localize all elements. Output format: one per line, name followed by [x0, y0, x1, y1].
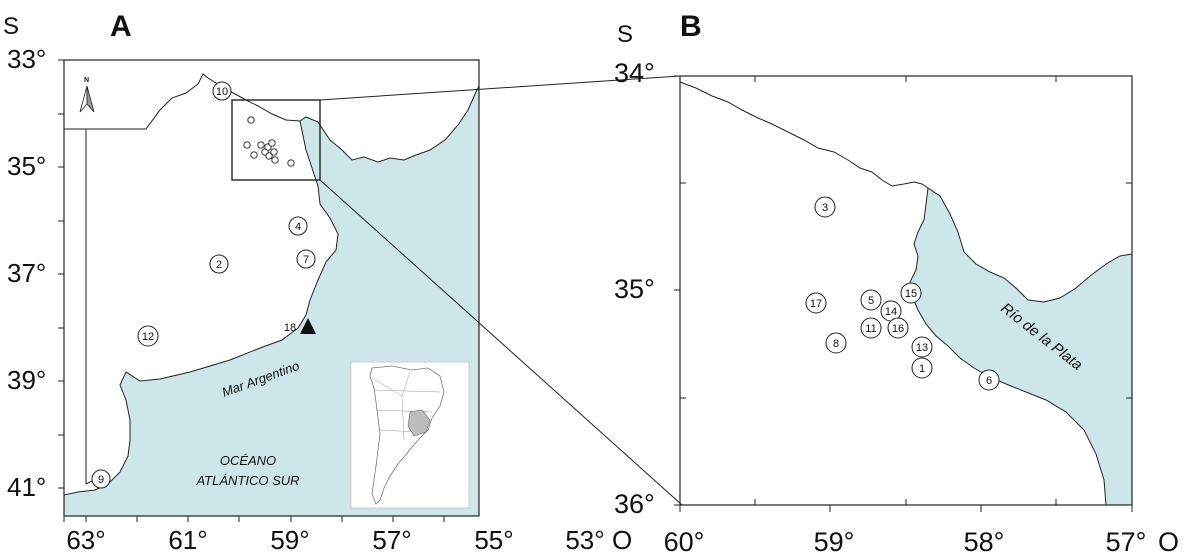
panel-b-site-5: 5 — [860, 289, 882, 311]
svg-text:12: 12 — [142, 331, 154, 343]
svg-text:3: 3 — [822, 202, 828, 214]
svg-text:14: 14 — [885, 306, 897, 318]
svg-text:11: 11 — [865, 323, 876, 335]
panel-b-site-16: 16 — [887, 317, 909, 339]
svg-text:5: 5 — [868, 295, 874, 307]
panel-b-axis-ticks — [674, 75, 1133, 512]
panel-a-western-border — [85, 129, 99, 485]
panel-b-hemisphere-label: S — [617, 21, 633, 48]
panel-b-site-8: 8 — [825, 332, 847, 354]
panel-a-site-7: 7 — [296, 249, 316, 269]
svg-text:2: 2 — [216, 259, 222, 271]
panel-b-lon-tick-57: 57° — [1106, 527, 1147, 556]
panel-b-letter: B — [680, 10, 702, 43]
panel-a-lat-tick-33: 33° — [7, 44, 46, 74]
svg-text:10: 10 — [216, 86, 228, 98]
north-arrow-label: N — [84, 77, 89, 84]
panel-b-river-water — [909, 187, 1133, 506]
panel-a-site-10: 10 — [212, 81, 232, 101]
panel-a-site-18: 18 — [284, 318, 316, 334]
panel-a-lon-tick-61: 61° — [168, 525, 207, 555]
ocean-label-line1: OCÉANO — [220, 453, 276, 468]
panel-a-frame — [63, 59, 480, 517]
panel-b-lat-tick-34: 34° — [614, 58, 655, 88]
panel-a-site-2: 2 — [209, 254, 229, 274]
panel-a-lat-tick-41: 41° — [7, 472, 46, 502]
svg-text:7: 7 — [303, 254, 309, 266]
panel-a-site-12: 12 — [137, 325, 159, 347]
panel-a-lat-tick-39: 39° — [7, 365, 46, 395]
panel-a-site-9: 9 — [91, 469, 111, 489]
panel-b-lat-tick-36: 36° — [614, 489, 655, 519]
panel-b-lon-tick-60: 60° — [664, 527, 705, 556]
panel-a-cluster-sites — [243, 116, 295, 167]
panel-a-lon-tick-55: 55° — [474, 525, 513, 555]
panel-a-lon-tick-59: 59° — [270, 525, 309, 555]
svg-text:8: 8 — [833, 338, 839, 350]
panel-b-site-17: 17 — [805, 292, 827, 314]
svg-text:18: 18 — [284, 322, 296, 334]
north-arrow-icon: N — [79, 77, 95, 113]
svg-text:4: 4 — [295, 221, 301, 233]
svg-text:13: 13 — [916, 342, 928, 354]
panel-a-lat-tick-35: 35° — [7, 151, 46, 181]
ocean-label-line2: ATLÁNTICO SUR — [195, 473, 299, 488]
panel-a-site-4: 4 — [288, 216, 308, 236]
panel-b-lon-tick-59: 59° — [814, 527, 855, 556]
panel-b-site-3: 3 — [814, 196, 836, 218]
panel-a-axis-ticks — [58, 59, 445, 522]
panel-a-lon-tick-57: 57° — [372, 525, 411, 555]
panel-b-site-6: 6 — [978, 369, 1000, 391]
svg-text:15: 15 — [905, 288, 917, 300]
panel-b: B S 34° 35° 36° — [614, 10, 1179, 556]
panel-b-site-11: 11 — [860, 317, 882, 339]
panel-b-coastline — [679, 81, 929, 189]
svg-text:9: 9 — [98, 474, 104, 486]
south-america-locator-icon — [350, 361, 470, 509]
panel-a-lon-tick-53: 53° — [565, 525, 604, 555]
panel-a-hemisphere-label: S — [3, 13, 19, 40]
zoom-extent-box — [231, 99, 321, 181]
panel-b-lon-tick-58: 58° — [964, 527, 1005, 556]
svg-text:6: 6 — [986, 375, 992, 387]
svg-text:1: 1 — [919, 363, 925, 375]
panel-a-lon-tick-63: 63° — [66, 525, 105, 555]
panel-a-letter: A — [110, 10, 132, 43]
panel-a: A S N — [3, 10, 632, 555]
svg-text:16: 16 — [892, 323, 904, 335]
panel-a-northern-border — [64, 73, 301, 130]
svg-text:17: 17 — [810, 298, 822, 310]
panel-b-site-1: 1 — [911, 357, 933, 379]
panel-b-lon-suffix: O — [1158, 527, 1179, 556]
panel-b-site-13: 13 — [911, 336, 933, 358]
zoom-connector-lines — [319, 75, 683, 506]
panel-a-lat-tick-37: 37° — [7, 258, 46, 288]
panel-b-site-15: 15 — [900, 282, 922, 304]
panel-b-lat-tick-35: 35° — [614, 274, 655, 304]
panel-a-lon-suffix: O — [612, 525, 632, 555]
